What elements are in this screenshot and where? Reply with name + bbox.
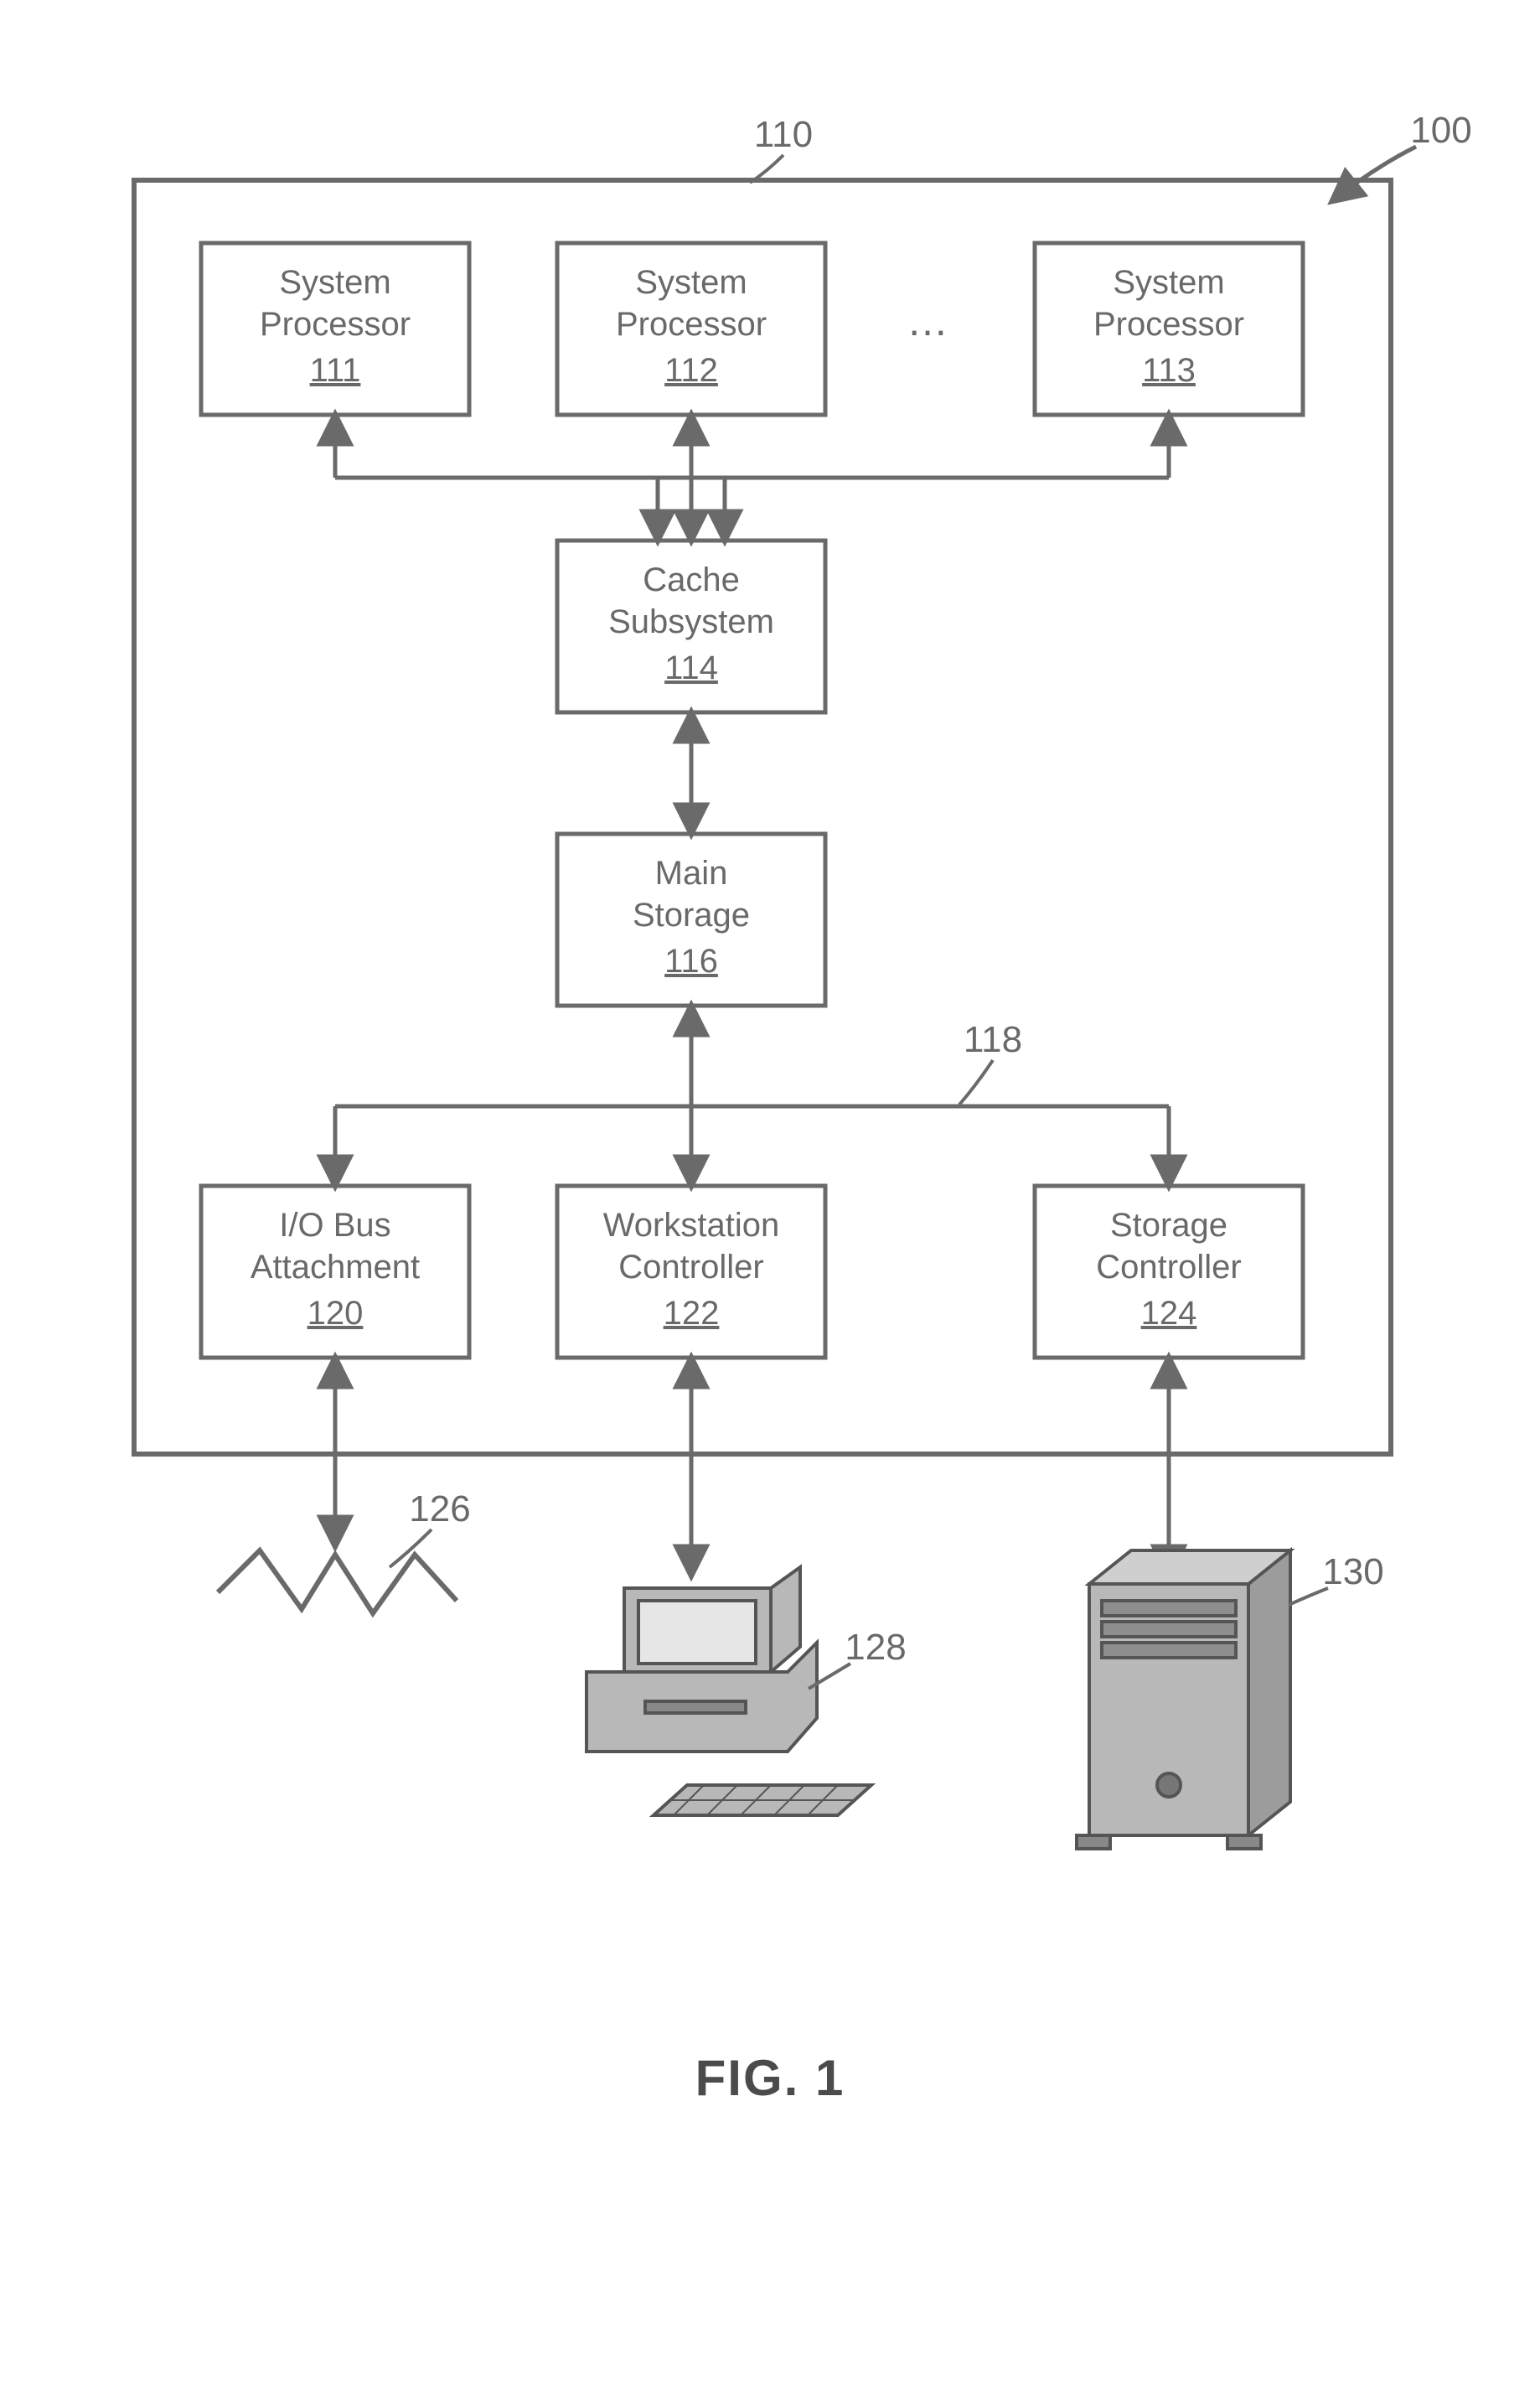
proc2-num: 112 <box>664 352 718 389</box>
proc2-title2: Processor <box>616 306 767 343</box>
workstation-icon <box>587 1567 871 1815</box>
wsc-title1: Workstation <box>603 1207 779 1244</box>
node-main-storage: Main Storage 116 <box>557 834 825 1006</box>
main-num: 116 <box>664 943 718 980</box>
main-title2: Storage <box>633 897 750 934</box>
proc3-title2: Processor <box>1093 306 1244 343</box>
ref-126: 126 <box>409 1488 470 1529</box>
stc-title1: Storage <box>1110 1207 1227 1244</box>
cache-title2: Subsystem <box>608 603 774 640</box>
node-cache-subsystem: Cache Subsystem 114 <box>557 541 825 712</box>
node-workstation-controller: Workstation Controller 122 <box>557 1186 825 1358</box>
cache-num: 114 <box>664 650 718 686</box>
proc1-title2: Processor <box>260 306 411 343</box>
node-system-processor-1: System Processor 111 <box>201 243 469 415</box>
proc3-num: 113 <box>1142 352 1196 389</box>
io-title2: Attachment <box>251 1249 420 1286</box>
ref-128: 128 <box>845 1627 906 1668</box>
proc2-title1: System <box>635 264 747 301</box>
ref-100-pointer <box>1332 147 1416 201</box>
proc1-title1: System <box>279 264 390 301</box>
io-title1: I/O Bus <box>279 1207 390 1244</box>
ref-130: 130 <box>1322 1551 1383 1592</box>
main-title1: Main <box>655 855 728 892</box>
storage-server-icon <box>1077 1550 1290 1849</box>
ref-118-leader <box>959 1060 993 1105</box>
io-num: 120 <box>307 1295 364 1332</box>
ref-130-leader <box>1289 1588 1328 1605</box>
node-system-processor-2: System Processor 112 <box>557 243 825 415</box>
ref-110: 110 <box>754 114 813 155</box>
network-icon <box>218 1550 457 1613</box>
node-storage-controller: Storage Controller 124 <box>1035 1186 1303 1358</box>
stc-num: 124 <box>1141 1295 1197 1332</box>
wsc-num: 122 <box>664 1295 720 1332</box>
ref-100: 100 <box>1410 110 1471 151</box>
proc3-title1: System <box>1113 264 1224 301</box>
figure-label: FIG. 1 <box>695 2050 845 2106</box>
wsc-title2: Controller <box>618 1249 763 1286</box>
processors-ellipsis: … <box>907 298 953 344</box>
ref-118: 118 <box>964 1019 1022 1060</box>
node-io-bus-attachment: I/O Bus Attachment 120 <box>201 1186 469 1358</box>
stc-title2: Controller <box>1096 1249 1241 1286</box>
cache-title1: Cache <box>643 562 740 598</box>
node-system-processor-3: System Processor 113 <box>1035 243 1303 415</box>
proc1-num: 111 <box>310 352 361 389</box>
